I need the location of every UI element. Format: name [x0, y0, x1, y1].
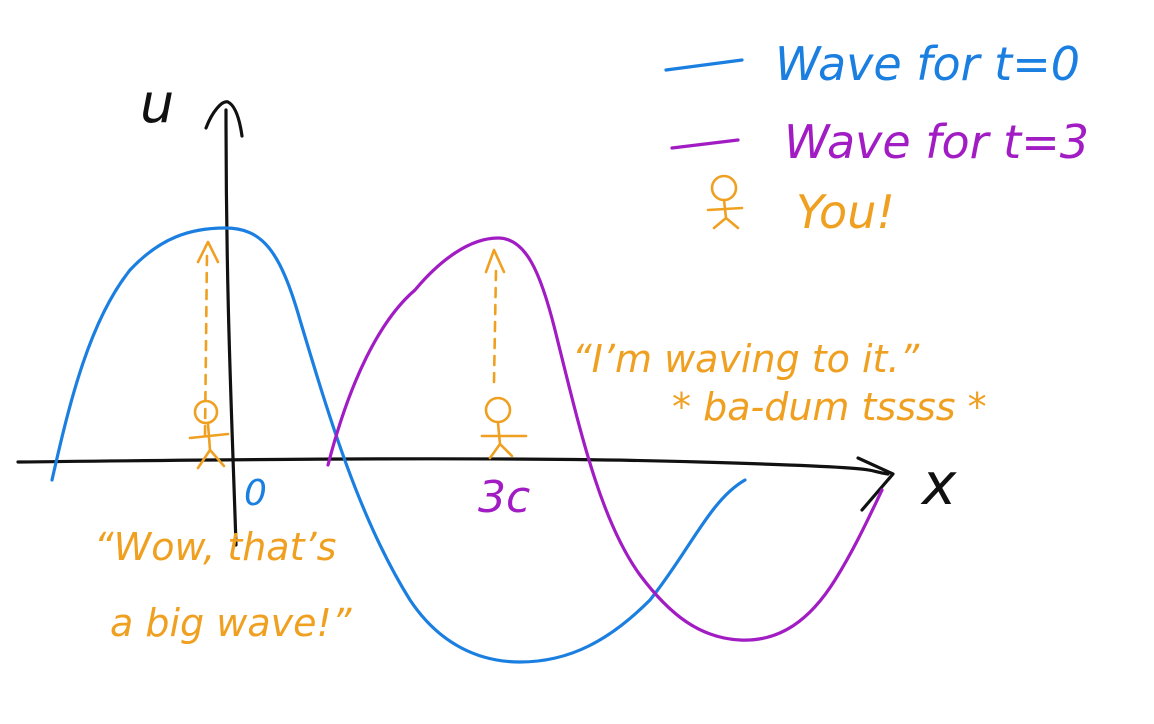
legend-label-wave-t0: Wave for t=0 — [775, 37, 1080, 91]
legend-swatch-you-person-icon — [706, 174, 744, 230]
shift-tick-label: 3c — [478, 472, 530, 523]
quote-left-line2: a big wave!” — [110, 601, 352, 645]
quote-left-line1: “Wow, that’s — [94, 525, 336, 569]
legend-label-wave-t3: Wave for t=3 — [784, 115, 1089, 169]
wave-t3-curve — [326, 236, 884, 642]
x-axis — [16, 457, 890, 476]
quote-right-line1: “I’m waving to it.” — [572, 337, 920, 381]
wave-t0-curve — [50, 226, 747, 664]
x-axis-label: x — [920, 450, 957, 518]
you-figure-right-person-icon — [480, 248, 528, 460]
y-axis — [224, 108, 238, 547]
you-figure-left-person-icon — [188, 240, 230, 470]
legend-label-you: You! — [796, 185, 895, 239]
y-axis-arrowhead-icon — [204, 100, 244, 138]
legend: Wave for t=0 Wave for t=3 You! — [664, 37, 1089, 239]
legend-swatch-wave-t0 — [664, 58, 744, 72]
x-axis-arrowhead-icon — [856, 456, 895, 512]
quote-right-line2: * ba-dum tssss * — [672, 385, 987, 429]
origin-tick-label: 0 — [244, 473, 267, 514]
y-axis-label: u — [140, 72, 174, 135]
legend-swatch-wave-t3 — [670, 138, 740, 150]
